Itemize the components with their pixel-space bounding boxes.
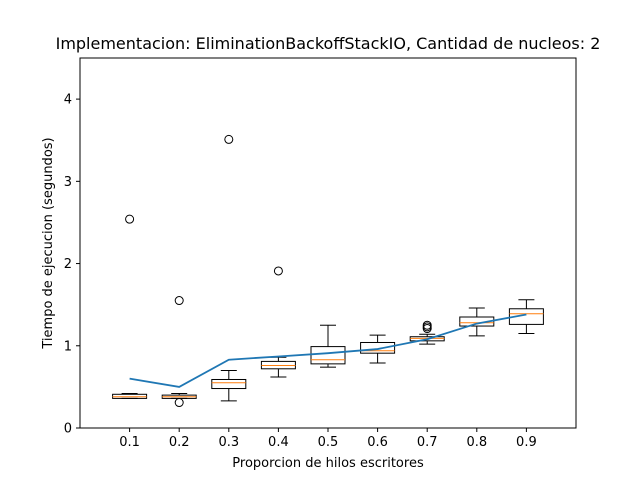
box-iqr bbox=[211, 378, 247, 390]
outlier-point bbox=[174, 398, 184, 408]
box-plot bbox=[508, 299, 544, 334]
y-tick-label: 2 bbox=[64, 257, 72, 272]
box-plot bbox=[310, 324, 346, 368]
x-tick-label: 0.4 bbox=[268, 435, 289, 450]
y-tick-label: 1 bbox=[64, 339, 72, 354]
box-plot bbox=[112, 214, 148, 399]
y-tick-label: 3 bbox=[64, 175, 72, 190]
x-tick-label: 0.9 bbox=[516, 435, 537, 450]
y-tick-label: 0 bbox=[64, 422, 72, 437]
box-plot bbox=[161, 296, 197, 408]
x-tick-label: 0.2 bbox=[169, 435, 190, 450]
box-iqr bbox=[508, 308, 544, 325]
axes-frame bbox=[79, 57, 577, 429]
outlier-point bbox=[125, 214, 135, 224]
plot-area: 0.1 0.2 0.3 0.4 0.5 0.6 0.7 0.8 0.9 0 1 2 3 4 bbox=[64, 93, 544, 450]
x-axis-label: Proporcion de hilos escritores bbox=[232, 456, 424, 471]
box-plot bbox=[459, 307, 495, 337]
outlier-point bbox=[422, 320, 432, 330]
x-tick-label: 0.5 bbox=[318, 435, 339, 450]
box-iqr bbox=[310, 346, 346, 365]
x-tick-label: 0.8 bbox=[466, 435, 487, 450]
box-plot bbox=[211, 134, 247, 402]
x-tick-label: 0.3 bbox=[218, 435, 239, 450]
box-iqr bbox=[459, 316, 495, 327]
box-iqr bbox=[360, 341, 396, 354]
y-tick-label: 4 bbox=[64, 93, 72, 108]
outlier-point bbox=[174, 296, 184, 306]
y-axis-label: Tiempo de ejecucion (segundos) bbox=[41, 137, 56, 349]
x-tick-label: 0.1 bbox=[119, 435, 140, 450]
outlier-point bbox=[273, 266, 283, 276]
x-tick-label: 0.6 bbox=[367, 435, 388, 450]
x-tick-label: 0.7 bbox=[417, 435, 438, 450]
mean-line bbox=[129, 313, 527, 388]
chart-title: Implementacion: EliminationBackoffStackI… bbox=[56, 34, 601, 53]
outlier-point bbox=[224, 134, 234, 144]
